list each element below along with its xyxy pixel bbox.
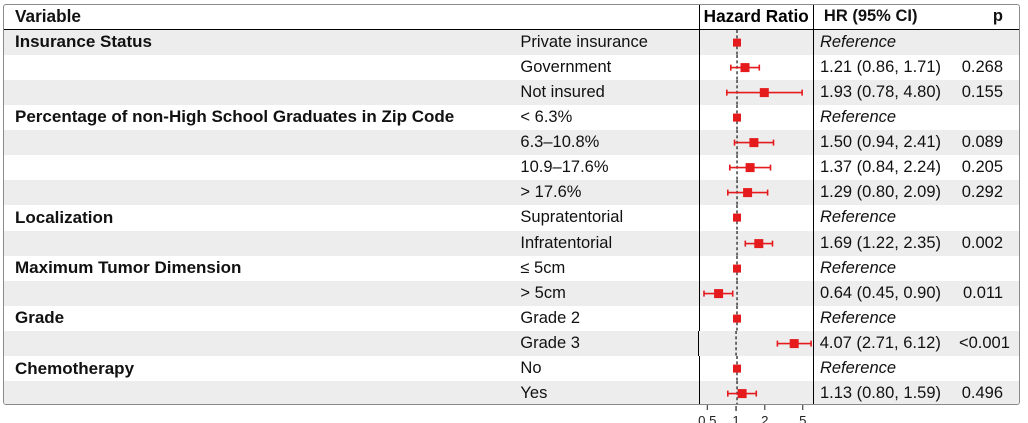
svg-text:2: 2 [761, 413, 768, 423]
svg-text:1: 1 [732, 413, 739, 423]
svg-text:5: 5 [799, 413, 806, 423]
svg-text:0.5: 0.5 [698, 413, 716, 423]
